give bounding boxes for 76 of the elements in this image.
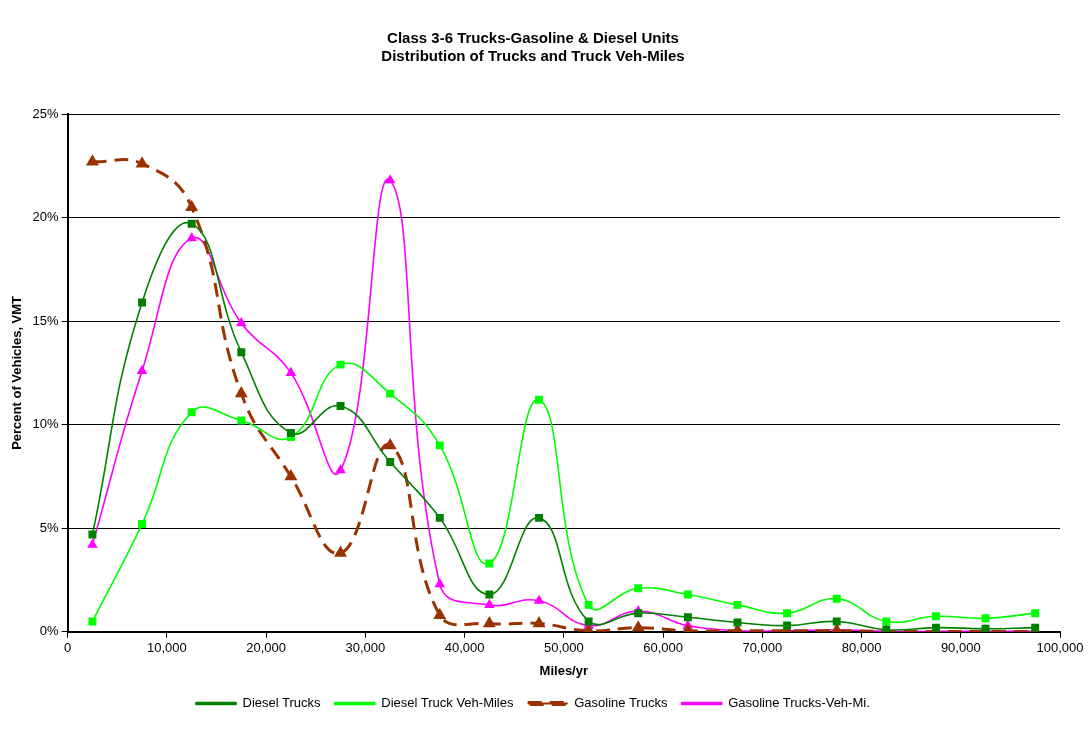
point <box>385 174 395 184</box>
point <box>88 530 97 539</box>
point <box>683 613 692 622</box>
x-tick-label: 90,000 <box>940 640 981 656</box>
point <box>832 594 841 603</box>
x-tick-label: 20,000 <box>246 640 286 656</box>
point <box>236 317 246 327</box>
point <box>138 520 147 529</box>
point <box>634 609 643 618</box>
point <box>535 395 543 404</box>
point <box>335 464 346 474</box>
point <box>88 617 97 626</box>
point <box>435 513 444 522</box>
x-tick-label: 100,000 <box>1036 640 1084 656</box>
point <box>981 614 990 623</box>
point <box>783 609 792 618</box>
point <box>733 600 742 609</box>
point <box>733 618 742 627</box>
point <box>136 157 148 168</box>
point <box>336 360 345 369</box>
legend-label: Diesel Trucks <box>242 695 322 711</box>
point <box>634 584 643 593</box>
y-tick-label: 20% <box>32 209 60 225</box>
point <box>535 513 543 522</box>
point <box>285 470 297 481</box>
point <box>1031 609 1040 618</box>
point <box>386 389 395 398</box>
point <box>534 595 544 604</box>
point <box>533 617 545 628</box>
point <box>237 416 246 425</box>
y-tick-label: 15% <box>32 312 60 328</box>
point <box>435 441 444 450</box>
point <box>235 387 247 398</box>
point <box>87 539 98 548</box>
point <box>882 617 891 626</box>
point <box>286 367 296 376</box>
point <box>485 559 494 568</box>
point <box>931 612 940 621</box>
legend-label: Gasoline Trucks-Veh-Mi. <box>728 695 870 711</box>
y-tick-label: 25% <box>32 105 60 121</box>
point <box>483 617 495 628</box>
y-axis-title: Percent of Vehicles, VMT <box>9 295 25 450</box>
point <box>484 599 495 608</box>
point <box>237 348 246 357</box>
y-tick-label: 5% <box>39 519 60 535</box>
point <box>386 457 395 466</box>
point <box>584 600 593 609</box>
point <box>87 155 98 166</box>
x-axis-title: Miles/yr <box>539 662 589 678</box>
x-tick-label: 70,000 <box>742 640 783 656</box>
legend-label: Gasoline Trucks <box>574 695 668 711</box>
point <box>186 232 197 242</box>
point <box>187 219 196 228</box>
point <box>286 428 295 437</box>
point <box>485 590 494 599</box>
x-tick-label: 60,000 <box>643 640 683 656</box>
point <box>187 408 196 417</box>
x-tick-label: 0 <box>64 640 72 656</box>
chart-title: Class 3-6 Trucks-Gasoline & Diesel Units <box>387 29 679 47</box>
y-tick-label: 0% <box>39 623 60 639</box>
x-tick-label: 80,000 <box>841 640 882 656</box>
point <box>137 365 147 374</box>
point <box>832 617 841 626</box>
x-tick-label: 50,000 <box>543 640 584 656</box>
point <box>632 621 644 632</box>
x-tick-label: 40,000 <box>444 640 485 656</box>
point <box>138 298 147 307</box>
point <box>336 402 345 411</box>
point <box>384 439 396 450</box>
x-tick-label: 10,000 <box>146 640 187 656</box>
y-tick-label: 10% <box>32 416 60 432</box>
x-tick-label: 30,000 <box>345 640 386 656</box>
point <box>683 590 692 599</box>
legend-label: Diesel Truck Veh-Miles <box>381 695 514 711</box>
chart-subtitle: Distribution of Trucks and Truck Veh-Miles <box>381 47 685 65</box>
point <box>435 578 445 588</box>
